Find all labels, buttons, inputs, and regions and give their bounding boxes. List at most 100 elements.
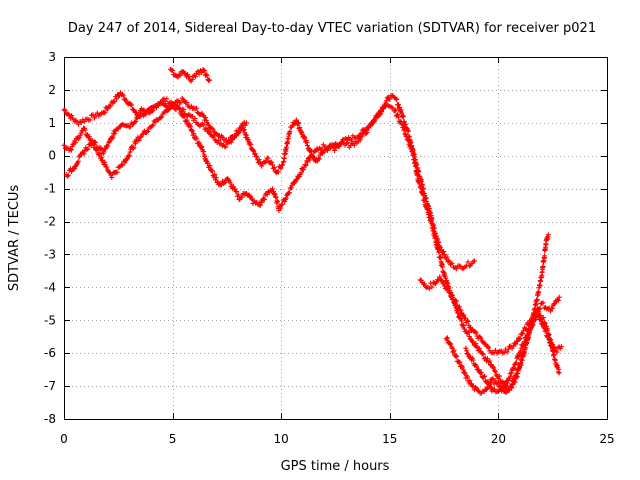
data-point-marker: [270, 166, 276, 172]
data-point-marker: [357, 137, 363, 143]
data-point-marker: [283, 195, 289, 201]
data-point-marker: [149, 123, 155, 129]
data-point-marker: [62, 107, 68, 113]
data-point-marker: [127, 124, 133, 130]
data-point-marker: [202, 115, 208, 121]
data-point-marker: [207, 77, 213, 83]
data-point-marker: [372, 116, 378, 122]
data-point-marker: [461, 322, 467, 328]
data-point-marker: [261, 197, 267, 203]
data-point-marker: [502, 384, 508, 390]
data-point-marker: [540, 300, 546, 306]
data-point-marker: [449, 260, 455, 266]
data-point-marker: [465, 330, 471, 336]
data-point-marker: [486, 345, 492, 351]
y-tick-label: 0: [48, 149, 56, 163]
data-point-marker: [276, 208, 282, 214]
y-tick-labels: -8 -7 -6 -5 -4 -3 -2 -1 0 1 2 3: [44, 50, 56, 426]
data-point-marker: [75, 158, 81, 164]
data-point-marker: [547, 337, 553, 343]
data-point-marker: [394, 96, 400, 102]
data-point-marker: [102, 146, 108, 152]
data-point-marker: [194, 136, 200, 142]
data-point-marker: [90, 139, 96, 145]
data-point-marker: [490, 364, 496, 370]
data-point-marker: [480, 351, 486, 357]
data-point-marker: [226, 177, 232, 183]
data-point-marker: [232, 186, 238, 192]
data-point-marker: [518, 357, 524, 363]
data-point-marker: [447, 341, 453, 347]
data-point-marker: [205, 121, 211, 127]
data-point-marker: [515, 366, 521, 372]
data-point-marker: [351, 142, 357, 148]
data-point-marker: [271, 164, 277, 170]
data-point-marker: [300, 167, 306, 173]
data-point-marker: [71, 166, 77, 172]
data-point-marker: [296, 174, 302, 180]
data-point-marker: [441, 249, 447, 255]
data-point-marker: [132, 119, 138, 125]
data-point-marker: [275, 169, 281, 175]
data-point-marker: [94, 110, 100, 116]
data-point-marker: [438, 277, 444, 283]
data-point-marker: [506, 387, 512, 393]
data-point-marker: [467, 378, 473, 384]
data-point-marker: [304, 143, 310, 149]
data-point-marker: [466, 322, 472, 328]
y-axis-label: SDTVAR / TECUs: [7, 185, 22, 292]
data-point-marker: [204, 73, 210, 79]
y-tick-label: -3: [44, 247, 56, 261]
data-point-marker: [517, 360, 523, 366]
data-point-marker: [505, 380, 511, 386]
data-point-marker: [88, 142, 94, 148]
data-point-marker: [122, 160, 128, 166]
data-point-marker: [195, 141, 201, 147]
data-point-marker: [298, 170, 304, 176]
data-point-marker: [78, 130, 84, 136]
data-point-marker: [516, 336, 522, 342]
data-point-marker: [466, 329, 472, 335]
data-point-marker: [275, 199, 281, 205]
data-point-marker: [481, 374, 487, 380]
data-point-marker: [496, 373, 502, 379]
data-point-marker: [228, 139, 234, 145]
data-point-marker: [368, 123, 374, 129]
data-point-marker: [543, 328, 549, 334]
data-point-marker: [414, 171, 420, 177]
data-point-marker: [477, 370, 483, 376]
data-point-marker: [127, 149, 133, 155]
data-point-marker: [400, 122, 406, 128]
data-point-marker: [192, 74, 198, 80]
data-point-marker: [137, 134, 143, 140]
data-point-marker: [278, 205, 284, 211]
data-point-marker: [68, 146, 74, 152]
data-point-marker: [537, 283, 543, 289]
data-point-marker: [170, 68, 176, 74]
data-point-marker: [105, 106, 111, 112]
data-point-marker: [150, 107, 156, 113]
data-point-marker: [216, 138, 222, 144]
data-point-marker: [556, 294, 562, 300]
data-point-marker: [489, 376, 495, 382]
data-point-marker: [237, 127, 243, 133]
data-point-marker: [209, 125, 215, 131]
data-point-marker: [551, 351, 557, 357]
x-tick-label: 10: [274, 432, 289, 446]
data-point-marker: [461, 312, 467, 318]
data-point-marker: [537, 314, 543, 320]
data-point-marker: [359, 133, 365, 139]
data-point-marker: [189, 76, 195, 82]
data-point-marker: [281, 156, 287, 162]
y-tick-label: -1: [44, 182, 56, 196]
data-point-marker: [395, 112, 401, 118]
data-point-marker: [235, 192, 241, 198]
data-point-marker: [405, 128, 411, 134]
data-point-marker: [87, 117, 93, 123]
data-point-marker: [86, 134, 92, 140]
grid: [64, 57, 607, 419]
data-point-marker: [381, 106, 387, 112]
data-point-marker: [130, 146, 136, 152]
data-point-marker: [395, 114, 401, 120]
data-point-marker: [104, 164, 110, 170]
